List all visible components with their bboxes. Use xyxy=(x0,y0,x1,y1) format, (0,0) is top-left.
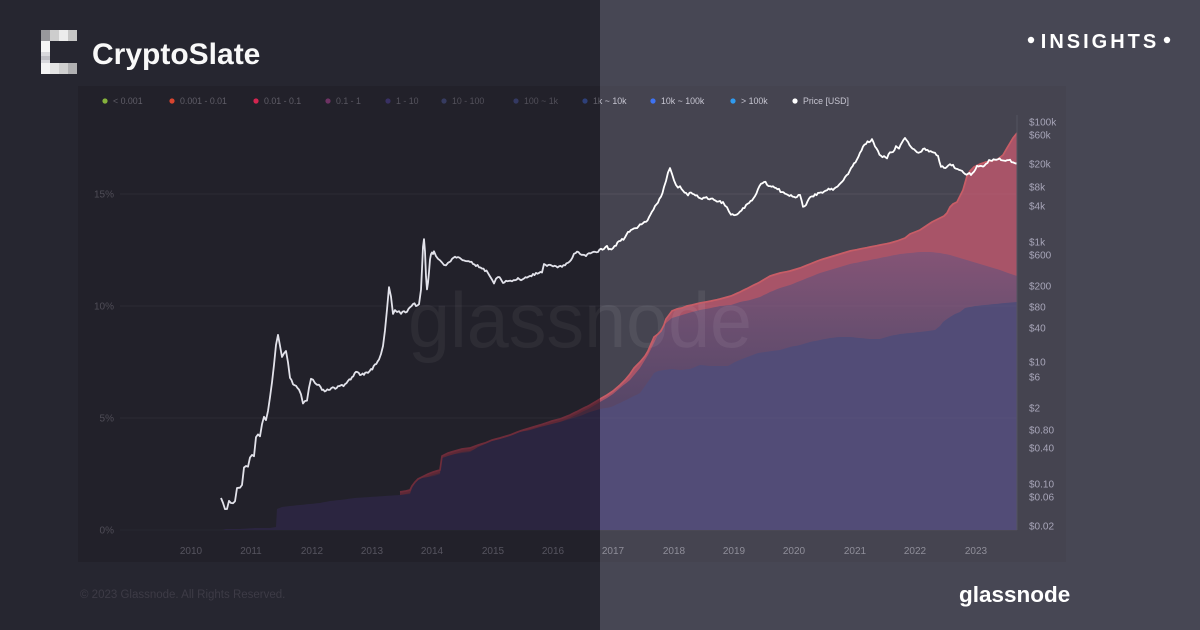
svg-text:2012: 2012 xyxy=(301,546,324,557)
svg-text:$0.40: $0.40 xyxy=(1029,444,1054,455)
svg-text:$4k: $4k xyxy=(1029,202,1046,213)
svg-text:> 100k: > 100k xyxy=(741,96,768,106)
svg-text:2019: 2019 xyxy=(723,546,746,557)
svg-text:2022: 2022 xyxy=(904,546,927,557)
svg-text:$200: $200 xyxy=(1029,282,1052,293)
svg-text:2017: 2017 xyxy=(602,546,625,557)
svg-text:© 2023 Glassnode. All Rights R: © 2023 Glassnode. All Rights Reserved. xyxy=(80,589,285,601)
svg-text:1 - 10: 1 - 10 xyxy=(396,96,419,106)
svg-text:glassnode: glassnode xyxy=(408,276,752,364)
svg-text:$2: $2 xyxy=(1029,404,1041,415)
svg-text:10%: 10% xyxy=(94,302,114,313)
svg-text:glassnode: glassnode xyxy=(959,582,1070,607)
svg-text:0.001 - 0.01: 0.001 - 0.01 xyxy=(180,96,227,106)
svg-text:100 ~ 1k: 100 ~ 1k xyxy=(524,96,559,106)
svg-text:Price [USD]: Price [USD] xyxy=(803,96,849,106)
svg-text:2010: 2010 xyxy=(180,546,203,557)
svg-text:15%: 15% xyxy=(94,190,114,201)
svg-text:1k ~ 10k: 1k ~ 10k xyxy=(593,96,627,106)
svg-text:$60k: $60k xyxy=(1029,131,1052,142)
svg-text:$0.06: $0.06 xyxy=(1029,493,1054,504)
svg-text:INSIGHTS: INSIGHTS xyxy=(1041,31,1159,53)
svg-text:2011: 2011 xyxy=(240,546,262,557)
svg-text:$100k: $100k xyxy=(1029,118,1057,129)
svg-text:2016: 2016 xyxy=(542,546,565,557)
svg-text:2013: 2013 xyxy=(361,546,384,557)
svg-text:$0.02: $0.02 xyxy=(1029,522,1054,533)
svg-text:$40: $40 xyxy=(1029,324,1046,335)
svg-text:$80: $80 xyxy=(1029,303,1046,314)
svg-text:$8k: $8k xyxy=(1029,183,1046,194)
svg-text:5%: 5% xyxy=(100,414,115,425)
svg-text:2014: 2014 xyxy=(421,546,444,557)
svg-text:2015: 2015 xyxy=(482,546,505,557)
svg-text:2020: 2020 xyxy=(783,546,806,557)
svg-text:0.01 - 0.1: 0.01 - 0.1 xyxy=(264,96,301,106)
svg-text:$600: $600 xyxy=(1029,251,1052,262)
svg-text:< 0.001: < 0.001 xyxy=(113,96,143,106)
svg-text:10k ~ 100k: 10k ~ 100k xyxy=(661,96,705,106)
svg-text:$20k: $20k xyxy=(1029,160,1052,171)
svg-text:$6: $6 xyxy=(1029,373,1041,384)
svg-text:$10: $10 xyxy=(1029,358,1046,369)
svg-text:$1k: $1k xyxy=(1029,238,1046,249)
svg-text:2018: 2018 xyxy=(663,546,686,557)
svg-text:0%: 0% xyxy=(100,526,115,537)
svg-text:$0.10: $0.10 xyxy=(1029,480,1054,491)
svg-text:glassnode: glassnode xyxy=(408,276,752,364)
svg-text:0.1 - 1: 0.1 - 1 xyxy=(336,96,361,106)
svg-text:$0.80: $0.80 xyxy=(1029,426,1054,437)
svg-text:2023: 2023 xyxy=(965,546,988,557)
svg-text:2021: 2021 xyxy=(844,546,867,557)
svg-text:10 - 100: 10 - 100 xyxy=(452,96,484,106)
svg-text:CryptoSlate: CryptoSlate xyxy=(92,38,260,71)
